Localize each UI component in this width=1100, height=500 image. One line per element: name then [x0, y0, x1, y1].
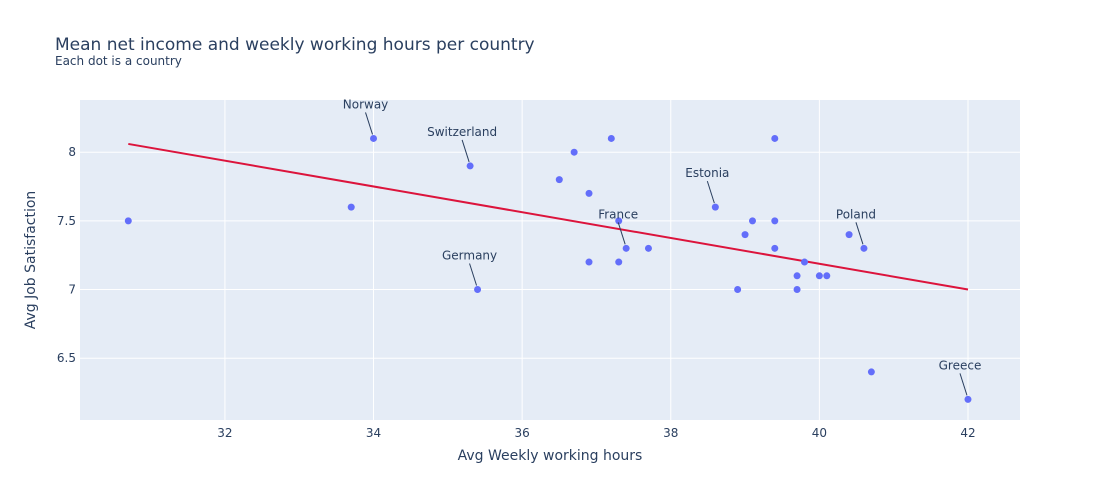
data-point — [771, 217, 779, 225]
y-axis-title: Avg Job Satisfaction — [23, 191, 39, 330]
data-point — [801, 258, 809, 266]
data-point — [867, 368, 875, 376]
x-tick-label: 34 — [366, 426, 381, 440]
data-point — [585, 258, 593, 266]
x-tick-label: 36 — [514, 426, 529, 440]
data-point — [615, 258, 623, 266]
x-tick-label: 40 — [812, 426, 827, 440]
annotation-label: Greece — [939, 358, 982, 372]
trendline — [128, 142, 969, 291]
annotation-label: Germany — [442, 249, 497, 263]
annotation-arrow — [706, 180, 715, 204]
annotation-label: Estonia — [685, 166, 729, 180]
chart-subtitle: Each dot is a country — [55, 54, 182, 68]
y-tick-label: 8 — [68, 145, 76, 159]
data-point — [555, 176, 563, 184]
annotation-arrow — [365, 112, 373, 135]
x-tick-label: 38 — [663, 426, 678, 440]
chart-title: Mean net income and weekly working hours… — [55, 35, 535, 55]
annotation-label: France — [598, 207, 638, 221]
annotation-arrow — [461, 139, 470, 163]
data-point — [845, 231, 853, 239]
data-point — [124, 217, 132, 225]
y-tick-label: 6.5 — [57, 351, 76, 365]
data-point — [622, 244, 630, 252]
x-axis-title: Avg Weekly working hours — [458, 448, 643, 464]
annotation-arrow — [617, 222, 626, 245]
data-point — [615, 217, 623, 225]
x-axis-ticks: 32 34 36 38 40 42 — [217, 426, 975, 440]
data-point — [860, 244, 868, 252]
data-point — [748, 217, 756, 225]
data-point — [741, 231, 749, 239]
data-point — [793, 286, 801, 294]
data-point — [823, 272, 831, 280]
country-annotations: Norway Switzerland Estonia France Germany Pol… — [343, 97, 982, 396]
data-point — [607, 134, 615, 142]
data-points — [124, 134, 972, 403]
annotation-label: Switzerland — [427, 125, 497, 139]
data-point — [964, 395, 972, 403]
data-point — [644, 244, 652, 252]
annotation-label: Norway — [343, 97, 389, 111]
data-point — [347, 203, 355, 211]
data-point — [734, 286, 742, 294]
data-point — [815, 272, 823, 280]
annotation-arrow — [855, 222, 864, 245]
plot-area — [80, 100, 1020, 420]
x-tick-label: 42 — [960, 426, 975, 440]
data-point — [585, 189, 593, 197]
annotation-arrow — [469, 263, 478, 286]
y-axis-ticks: 6.5 7 7.5 8 — [57, 145, 76, 365]
data-point — [474, 286, 482, 294]
data-point — [570, 148, 578, 156]
gridlines — [80, 100, 1020, 420]
data-point — [771, 244, 779, 252]
annotation-label: Poland — [836, 207, 876, 221]
data-point — [711, 203, 719, 211]
y-tick-label: 7.5 — [57, 214, 76, 228]
annotation-arrow — [959, 373, 968, 396]
data-point — [793, 272, 801, 280]
data-point — [466, 162, 474, 170]
data-point — [370, 134, 378, 142]
data-point — [771, 134, 779, 142]
x-tick-label: 32 — [217, 426, 232, 440]
y-tick-label: 7 — [68, 283, 76, 297]
